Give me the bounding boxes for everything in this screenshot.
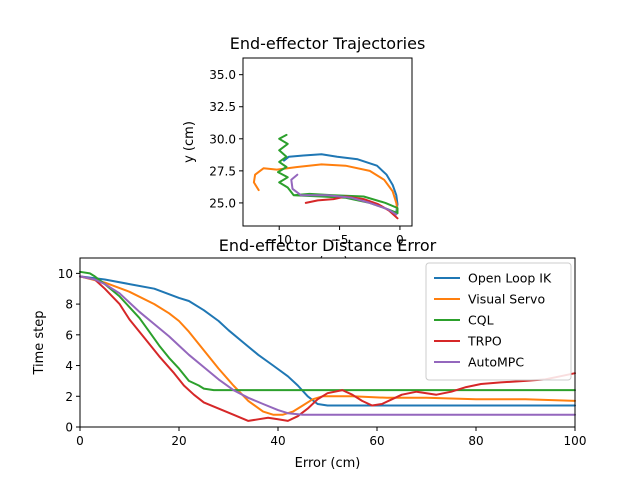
x-tick-label: −5 (331, 233, 349, 247)
x-axis-label: Error (cm) (295, 456, 361, 471)
series-line-trpo (79, 275, 576, 422)
y-tick-label: 30.0 (209, 132, 236, 146)
x-tick-label: 80 (468, 434, 483, 448)
legend-label: CQL (468, 313, 494, 328)
series-line-autompc (79, 275, 576, 416)
series-line-visual-servo (252, 163, 399, 213)
axes-frame (79, 257, 576, 428)
series-line-cql (277, 133, 399, 215)
series-line-cql (79, 270, 576, 392)
y-tick-label: 25.0 (209, 196, 236, 210)
x-tick-label: 40 (270, 434, 285, 448)
x-tick-label: −10 (267, 233, 292, 247)
x-tick-label: 20 (171, 434, 186, 448)
legend: Open Loop IK Visual Servo CQL TRPO AutoMPC (425, 262, 572, 381)
chart-distance-error: 0 20 40 60 80 100 0 2 4 6 8 10 End-effector Distance… (32, 236, 586, 471)
y-tick-label: 27.5 (209, 164, 236, 178)
y-tick-label: 4 (65, 359, 73, 373)
legend-box (425, 262, 572, 381)
x-tick-label: 0 (396, 233, 404, 247)
x-tick-label: 60 (369, 434, 384, 448)
y-tick-label: 6 (65, 328, 73, 342)
y-axis-label: y (cm) (182, 121, 197, 163)
series-line-autompc (290, 173, 398, 216)
series-line-open-loop-ik (283, 153, 399, 213)
y-tick-label: 32.5 (209, 100, 236, 114)
x-tick-label: 100 (564, 434, 587, 448)
y-tick-label: 0 (65, 421, 73, 435)
chart-title: End-effector Distance Error (219, 236, 437, 255)
plot-area (243, 58, 412, 226)
legend-label: AutoMPC (468, 355, 524, 370)
legend-label: TRPO (467, 334, 502, 349)
legend-label: Visual Servo (468, 292, 545, 307)
y-tick-label: 8 (65, 298, 73, 312)
chart-trajectories: −10 −5 0 25.0 27.5 30.0 32.5 35.0 End-effector T… (182, 34, 425, 270)
series-line-open-loop-ik (79, 275, 576, 407)
y-tick-label: 2 (65, 390, 73, 404)
y-tick-label: 10 (58, 267, 73, 281)
chart-title: End-effector Trajectories (230, 34, 426, 53)
y-tick-label: 35.0 (209, 68, 236, 82)
axes-frame (242, 57, 413, 227)
x-tick-label: 0 (76, 434, 84, 448)
y-axis-label: Time step (32, 310, 47, 375)
legend-label: Open Loop IK (468, 271, 552, 286)
